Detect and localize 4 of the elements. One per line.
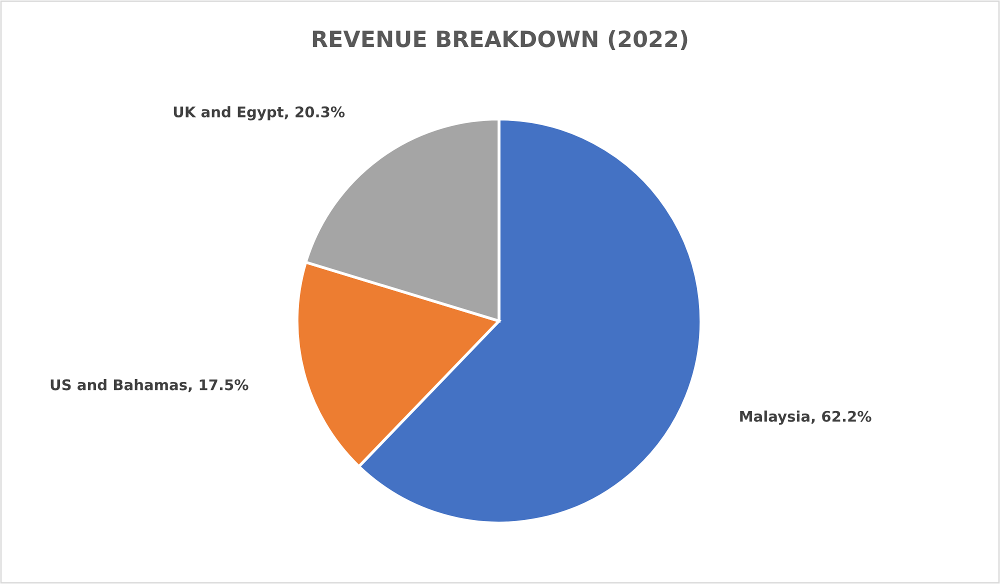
slice-label: US and Bahamas, 17.5% [50, 379, 248, 392]
chart-title: REVENUE BREAKDOWN (2022) [312, 30, 688, 50]
slice-label: Malaysia, 62.2% [740, 410, 872, 425]
slice-label: UK and Egypt, 20.3% [174, 106, 345, 120]
